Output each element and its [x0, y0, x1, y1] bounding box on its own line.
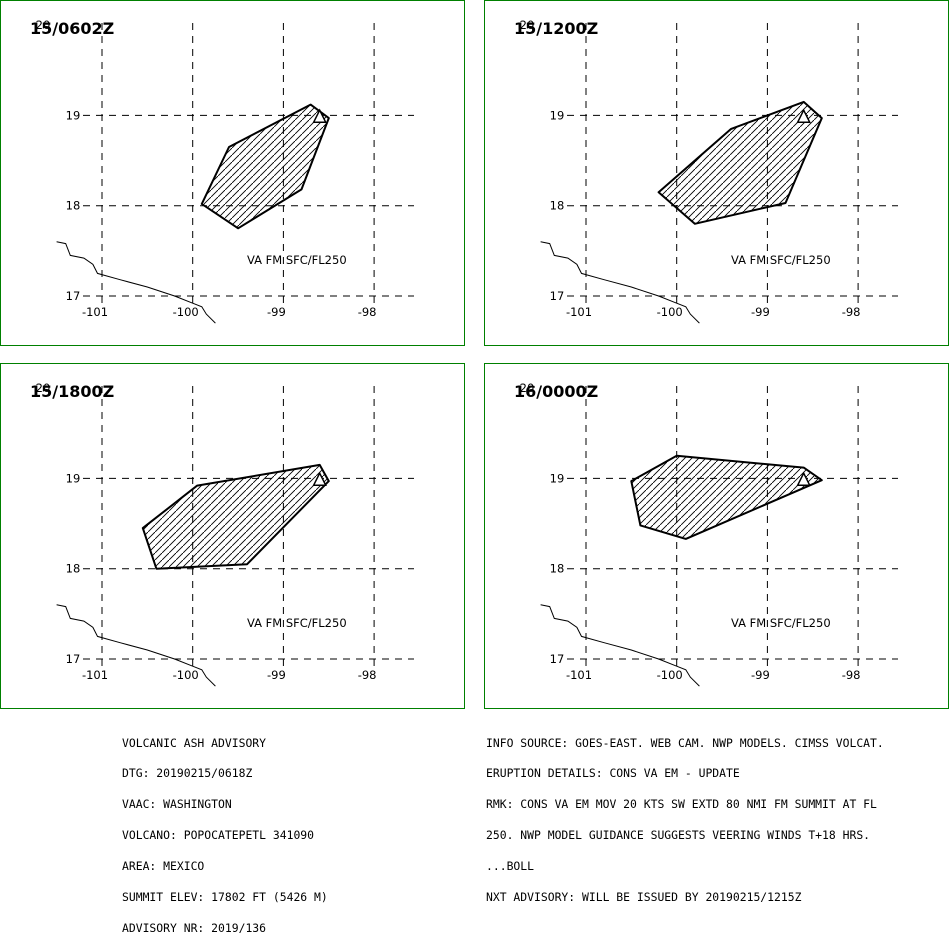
- lat-tick-label: 20: [36, 18, 51, 32]
- map-panel-1: -101 -100 -99 -98 20 19 18 17 VA FM SFC/FL250 15…: [0, 0, 465, 346]
- lon-tick-label: -99: [751, 668, 770, 682]
- ash-cloud-polygon: [657, 100, 823, 225]
- footer-line: ...BOLL: [486, 859, 535, 874]
- lon-tick-label: -98: [358, 668, 377, 682]
- volcano-icon: [796, 108, 811, 123]
- footer-line: RMK: CONS VA EM MOV 20 KTS SW EXTD 80 NM…: [486, 797, 877, 812]
- panel-time: 15/0602Z: [30, 19, 115, 38]
- lon-tick-label: -101: [566, 305, 592, 319]
- lat-tick-label: 18: [550, 562, 565, 576]
- lat-tick-label: 19: [66, 108, 81, 122]
- volcano-icon: [796, 471, 811, 486]
- lat-tick-label: 17: [66, 289, 81, 303]
- lon-tick-label: -101: [566, 668, 592, 682]
- lat-tick-label: 19: [66, 471, 81, 485]
- lon-tick-label: -99: [267, 305, 286, 319]
- footer-line: NXT ADVISORY: WILL BE ISSUED BY 20190215…: [486, 890, 802, 905]
- lat-tick-label: 17: [66, 652, 81, 666]
- footer-line: ERUPTION DETAILS: CONS VA EM - UPDATE: [486, 766, 740, 781]
- lon-tick-label: -99: [267, 668, 286, 682]
- lat-tick-label: 20: [36, 381, 51, 395]
- map-svg: -101 -100 -99 -98 20 19 18 17 VA FM SFC/FL250: [36, 18, 414, 324]
- va-level-label: VA FM SFC/FL250: [731, 253, 831, 267]
- va-level-label: VA FM SFC/FL250: [247, 253, 347, 267]
- lat-tick-label: 19: [550, 471, 565, 485]
- ash-cloud-polygon: [200, 103, 330, 230]
- map-panel-4: -101 -100 -99 -98 20 19 18 17 VA FM SFC/FL250 16…: [484, 363, 949, 709]
- panel-time: 16/0000Z: [514, 382, 599, 401]
- ash-cloud-polygon: [630, 454, 823, 540]
- lon-tick-label: -101: [82, 305, 108, 319]
- lat-tick-label: 19: [550, 108, 565, 122]
- lon-tick-label: -101: [82, 668, 108, 682]
- coastline: [540, 604, 700, 687]
- ash-cloud-polygon: [141, 463, 330, 570]
- volcano-icon: [312, 108, 327, 123]
- footer-line: INFO SOURCE: GOES-EAST. WEB CAM. NWP MOD…: [486, 735, 884, 750]
- lon-tick-label: -100: [173, 305, 199, 319]
- lon-tick-label: -98: [842, 668, 861, 682]
- volcano-icon: [312, 471, 327, 486]
- lon-tick-label: -100: [657, 668, 683, 682]
- va-level-label: VA FM SFC/FL250: [731, 616, 831, 630]
- lon-tick-label: -99: [751, 305, 770, 319]
- lon-tick-label: -98: [358, 305, 377, 319]
- panel-time: 15/1800Z: [30, 382, 115, 401]
- advisory-header-text: VOLCANIC ASH ADVISORY DTG: 20190215/0618…: [122, 717, 328, 944]
- footer-line: 250. NWP MODEL GUIDANCE SUGGESTS VEERING…: [486, 828, 871, 843]
- footer-line: DTG: 20190215/0618Z: [122, 766, 253, 781]
- coastline: [56, 604, 216, 687]
- lon-tick-label: -100: [657, 305, 683, 319]
- map-panel-3: -101 -100 -99 -98 20 19 18 17 VA FM SFC/FL250 15…: [0, 363, 465, 709]
- footer-line: ADVISORY NR: 2019/136: [122, 920, 267, 935]
- coastline: [540, 241, 700, 324]
- lat-tick-label: 20: [520, 18, 535, 32]
- lat-tick-label: 20: [520, 381, 535, 395]
- map-svg: -101 -100 -99 -98 20 19 18 17 VA FM SFC/FL250: [36, 381, 414, 687]
- footer-line: VOLCANO: POPOCATEPETL 341090: [122, 828, 315, 843]
- lat-tick-label: 18: [550, 199, 565, 213]
- advisory-remarks-text: INFO SOURCE: GOES-EAST. WEB CAM. NWP MOD…: [486, 717, 884, 913]
- lat-tick-label: 18: [66, 199, 81, 213]
- lon-tick-label: -100: [173, 668, 199, 682]
- footer-line: VAAC: WASHINGTON: [122, 797, 232, 812]
- map-svg: -101 -100 -99 -98 20 19 18 17 VA FM SFC/FL250: [520, 381, 898, 687]
- footer-line: SUMMIT ELEV: 17802 FT (5426 M): [122, 890, 328, 905]
- panel-time: 15/1200Z: [514, 19, 599, 38]
- footer-line: AREA: MEXICO: [122, 859, 205, 874]
- lon-tick-label: -98: [842, 305, 861, 319]
- map-svg: -101 -100 -99 -98 20 19 18 17 VA FM SFC/FL250: [520, 18, 898, 324]
- coastline: [56, 241, 216, 324]
- footer-line: VOLCANIC ASH ADVISORY: [122, 735, 267, 750]
- va-level-label: VA FM SFC/FL250: [247, 616, 347, 630]
- lat-tick-label: 17: [550, 289, 565, 303]
- map-panel-2: -101 -100 -99 -98 20 19 18 17 VA FM SFC/FL250 15…: [484, 0, 949, 346]
- lat-tick-label: 18: [66, 562, 81, 576]
- lat-tick-label: 17: [550, 652, 565, 666]
